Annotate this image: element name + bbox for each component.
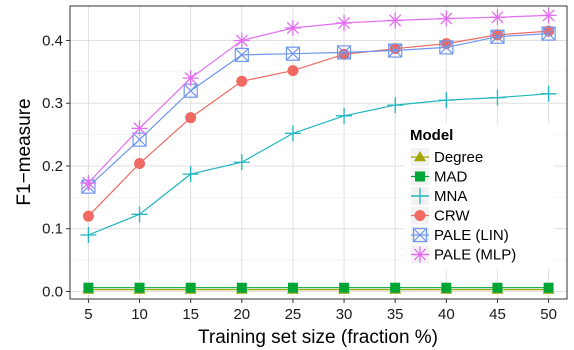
data-point-mna xyxy=(336,107,353,124)
x-tick-label: 10 xyxy=(131,306,148,323)
data-point-crw xyxy=(134,157,146,169)
data-point-mad xyxy=(236,282,247,293)
x-tick-label: 20 xyxy=(233,306,250,323)
legend-item-pale-lin: PALE (LIN) xyxy=(411,226,509,244)
legend-label: MAD xyxy=(434,169,468,186)
x-axis-title: Training set size (fraction %) xyxy=(198,327,438,348)
legend-label: CRW xyxy=(434,208,470,225)
series-line-pale-lin xyxy=(87,33,549,188)
data-point-mna xyxy=(540,85,557,102)
data-point-pale-mlp xyxy=(540,7,557,24)
data-point-mna xyxy=(438,92,455,109)
legend-label: PALE (MLP) xyxy=(434,247,516,264)
x-tick-label: 30 xyxy=(336,306,353,323)
x-tick-label: 50 xyxy=(540,306,557,323)
data-point-mad xyxy=(441,282,452,293)
legend-label: Degree xyxy=(434,149,483,166)
y-tick-label: 0.3 xyxy=(42,95,63,112)
y-axis-title: F1−measure xyxy=(14,98,35,205)
series-line-crw xyxy=(87,30,549,217)
x-tick-label: 40 xyxy=(438,306,455,323)
legend-item-crw: CRW xyxy=(411,206,470,225)
legend-marker-mad xyxy=(415,171,425,182)
legend-marker-pale-mlp xyxy=(412,246,428,263)
data-point-pale-mlp xyxy=(80,174,97,191)
data-point-pale-mlp xyxy=(438,10,455,27)
data-point-pale-lin xyxy=(490,29,505,44)
data-point-crw xyxy=(185,112,197,124)
data-point-crw xyxy=(287,65,299,77)
y-tick-label: 0.1 xyxy=(42,221,63,238)
x-tick-label: 25 xyxy=(285,306,302,323)
data-point-crw xyxy=(338,48,350,60)
data-point-pale-mlp xyxy=(182,70,199,87)
series-mna xyxy=(80,85,557,244)
x-tick-label: 5 xyxy=(84,306,92,323)
legend-marker-mna xyxy=(412,188,428,204)
data-point-mna xyxy=(387,97,404,114)
data-point-pale-mlp xyxy=(131,120,148,137)
data-point-mna xyxy=(284,125,301,142)
data-point-mad xyxy=(390,282,401,293)
data-point-crw xyxy=(389,43,401,55)
legend-marker-degree xyxy=(414,151,426,162)
data-point-mad xyxy=(185,282,196,293)
data-point-mad xyxy=(83,282,94,293)
data-point-mad xyxy=(492,282,503,293)
data-point-mna xyxy=(182,166,199,183)
data-point-mad xyxy=(134,282,145,293)
series-pale-lin xyxy=(81,26,556,194)
data-point-pale-lin xyxy=(541,26,556,41)
data-point-crw xyxy=(82,210,94,222)
x-tick-label: 45 xyxy=(489,306,506,323)
data-point-pale-mlp xyxy=(387,12,404,29)
data-point-pale-lin xyxy=(388,43,403,58)
data-point-mad xyxy=(339,282,350,293)
x-tick-label: 15 xyxy=(182,306,199,323)
axes: 0.0 0.1 0.2 0.3 0.4 5 10 15 20 25 30 35 40 45 50 xyxy=(42,33,557,323)
data-point-pale-lin xyxy=(439,40,454,55)
x-tick-label: 35 xyxy=(387,306,404,323)
data-point-pale-lin xyxy=(285,46,301,61)
series-layer xyxy=(80,7,557,294)
data-point-mad xyxy=(543,282,554,293)
data-point-pale-mlp xyxy=(336,14,353,31)
legend-item-mna: MNA xyxy=(411,187,467,205)
data-point-mad xyxy=(287,282,298,293)
y-tick-label: 0.2 xyxy=(42,158,63,175)
series-line-mna xyxy=(88,93,549,236)
data-point-crw xyxy=(236,75,248,87)
legend-item-mad: MAD xyxy=(411,167,468,186)
series-mad xyxy=(83,282,554,293)
y-tick-label: 0.0 xyxy=(42,283,63,300)
legend: Model Degree MAD MNA CRW PALE (LIN) PALE (MLP) xyxy=(404,124,554,269)
legend-title: Model xyxy=(410,127,453,144)
legend-item-pale-mlp: PALE (MLP) xyxy=(411,245,516,264)
series-pale-mlp xyxy=(80,7,557,191)
series-line-pale-mlp xyxy=(87,14,549,184)
plot-border xyxy=(69,5,568,300)
data-point-mna xyxy=(233,154,250,171)
legend-item-degree: Degree xyxy=(411,148,483,166)
data-point-mna xyxy=(489,89,506,106)
data-point-mna xyxy=(80,227,97,244)
data-point-crw xyxy=(491,29,503,41)
data-point-pale-mlp xyxy=(284,19,301,36)
legend-marker-crw xyxy=(414,210,426,221)
legend-marker-pale-lin xyxy=(412,227,428,243)
data-point-pale-mlp xyxy=(489,9,506,26)
legend-label: PALE (LIN) xyxy=(434,227,509,244)
y-tick-label: 0.4 xyxy=(42,33,63,50)
data-point-pale-lin xyxy=(336,45,352,60)
data-point-mna xyxy=(131,206,148,223)
legend-label: MNA xyxy=(434,188,467,205)
data-point-pale-mlp xyxy=(233,32,250,49)
